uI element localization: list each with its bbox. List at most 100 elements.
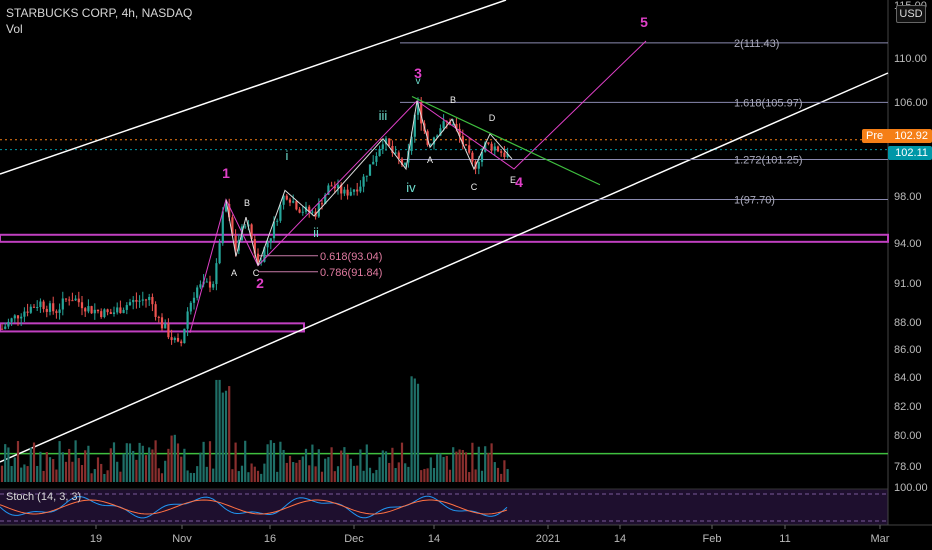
candle-body bbox=[413, 114, 416, 137]
minor-wave-path bbox=[257, 100, 418, 266]
volume-bar bbox=[109, 448, 112, 482]
candle-body bbox=[378, 149, 381, 157]
stoch-label: Stoch (14, 3, 3) bbox=[6, 491, 82, 503]
volume-bar bbox=[36, 465, 39, 482]
candle-body bbox=[343, 189, 346, 194]
candle-body bbox=[196, 287, 199, 298]
candle-body bbox=[452, 124, 455, 126]
currency-button[interactable]: USD bbox=[896, 5, 926, 23]
volume-bar bbox=[199, 452, 202, 482]
volume-bar bbox=[327, 457, 330, 482]
candle-body bbox=[39, 301, 42, 308]
candle-body bbox=[135, 299, 138, 302]
volume-bar bbox=[212, 468, 215, 482]
volume-bar bbox=[122, 453, 125, 482]
candle-body bbox=[432, 137, 436, 145]
candle-body bbox=[263, 247, 266, 262]
candle-body bbox=[224, 203, 228, 212]
volume-bar bbox=[436, 453, 439, 482]
volume-bar bbox=[103, 473, 106, 482]
candle-body bbox=[349, 191, 352, 196]
candle-body bbox=[74, 298, 77, 301]
corrective-wave-label: B bbox=[450, 95, 456, 105]
volume-bar bbox=[61, 452, 64, 482]
candle-body bbox=[400, 158, 404, 165]
volume-bar bbox=[349, 458, 352, 482]
candle-body bbox=[250, 224, 253, 240]
volume-bar bbox=[176, 443, 180, 482]
stoch-panel bbox=[0, 489, 888, 525]
candle-body bbox=[359, 186, 362, 192]
volume-bar bbox=[439, 453, 442, 482]
volume-bar bbox=[503, 460, 506, 482]
candle-body bbox=[10, 318, 13, 322]
candle-body bbox=[416, 102, 420, 115]
premarket-value: 102.92 bbox=[894, 130, 928, 142]
major-wave-label: 5 bbox=[640, 14, 648, 30]
candle-body bbox=[183, 328, 186, 344]
volume-bar bbox=[221, 392, 224, 482]
volume-bar bbox=[20, 467, 23, 482]
volume-bar bbox=[468, 472, 471, 482]
candle-body bbox=[154, 304, 157, 317]
volume-bar bbox=[87, 445, 90, 482]
volume-bar bbox=[487, 452, 490, 482]
volume-bar bbox=[167, 448, 170, 482]
candle-body bbox=[420, 102, 423, 124]
candle-body bbox=[87, 306, 90, 312]
volume-bar bbox=[244, 440, 247, 482]
volume-bar bbox=[256, 470, 260, 482]
volume-bar bbox=[279, 441, 282, 482]
volume-bar bbox=[112, 442, 116, 482]
volume-bar bbox=[464, 452, 468, 482]
candle-body bbox=[48, 303, 52, 312]
candle-body bbox=[42, 301, 45, 309]
candle-body bbox=[23, 311, 26, 317]
candle-body bbox=[160, 317, 164, 329]
volume-bar bbox=[71, 461, 74, 482]
price-tick-label: 80.00 bbox=[894, 430, 922, 442]
candle-body bbox=[0, 328, 4, 330]
price-tick-label: 84.00 bbox=[894, 372, 922, 384]
volume-bar bbox=[490, 443, 493, 482]
volume-bar bbox=[148, 447, 151, 482]
major-wave-label: 3 bbox=[414, 65, 422, 81]
volume-bar bbox=[58, 441, 61, 482]
candle-body bbox=[439, 128, 442, 136]
volume-bar bbox=[493, 462, 496, 482]
fib-level-label: 0.618(93.04) bbox=[320, 251, 382, 263]
volume-bar bbox=[301, 456, 304, 482]
volume-bar bbox=[228, 386, 231, 482]
fib-level-label: 0.786(91.84) bbox=[320, 267, 382, 279]
time-tick-label: 2021 bbox=[536, 533, 560, 545]
candle-body bbox=[16, 315, 20, 319]
volume-bar bbox=[160, 473, 164, 482]
support-zone bbox=[0, 322, 305, 333]
volume-bar bbox=[500, 473, 503, 482]
volume-bar bbox=[135, 459, 138, 482]
volume-bar bbox=[378, 457, 381, 482]
volume-bar bbox=[340, 450, 343, 482]
candle-body bbox=[288, 199, 292, 203]
corrective-wave-label: C bbox=[253, 268, 260, 278]
candle-body bbox=[253, 239, 256, 254]
volume-bar bbox=[400, 442, 404, 482]
candle-body bbox=[320, 203, 324, 205]
candle-body bbox=[330, 185, 333, 187]
premarket-tag: Pre 102.92 bbox=[862, 129, 932, 143]
volume-bar bbox=[333, 471, 336, 482]
volume-bar bbox=[295, 462, 298, 482]
candle-body bbox=[244, 226, 247, 228]
candle-body bbox=[256, 253, 260, 262]
volume-bar bbox=[218, 379, 221, 482]
volume-bar bbox=[388, 462, 391, 482]
candle-body bbox=[388, 138, 391, 146]
price-tick-label: 110.00 bbox=[894, 53, 927, 65]
candle-body bbox=[493, 146, 496, 151]
candle-body bbox=[221, 211, 224, 244]
major-wave-label: 2 bbox=[256, 275, 264, 291]
price-tick-label: 86.00 bbox=[894, 344, 922, 356]
resistance-zone bbox=[0, 233, 889, 243]
candle-body bbox=[116, 307, 119, 313]
